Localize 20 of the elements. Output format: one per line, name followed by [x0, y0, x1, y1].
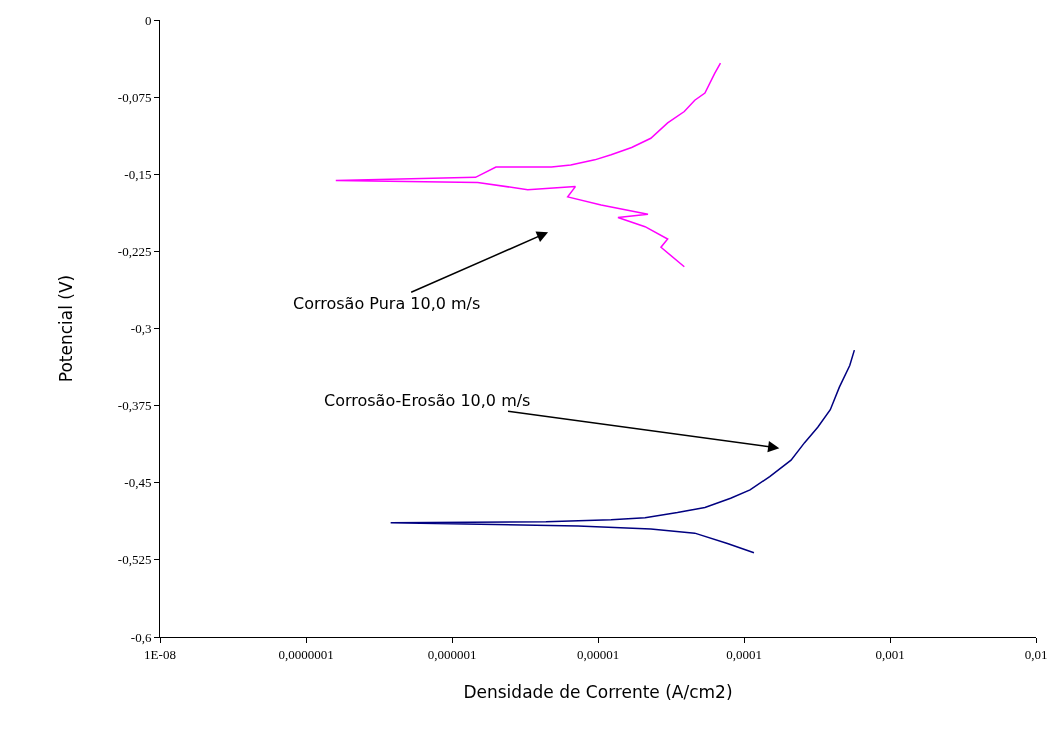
x-tick-label: 0,0001 [726, 646, 762, 662]
y-tick-label: -0,6 [130, 629, 152, 645]
y-tick-label: 0 [144, 12, 152, 28]
annotation: Corrosão-Erosão 10,0 m/s [324, 391, 531, 410]
x-tick-label: 0,00001 [576, 646, 620, 662]
x-tick-label: 0,001 [875, 646, 905, 662]
x-axis-title: Densidade de Corrente (A/cm2) [463, 682, 733, 702]
y-tick-label: -0,3 [130, 321, 152, 337]
y-tick-label: -0,15 [124, 166, 152, 182]
y-tick-label: -0,225 [117, 243, 152, 259]
annotation: Corrosão Pura 10,0 m/s [293, 294, 481, 313]
x-tick-label: 0,01 [1024, 646, 1048, 662]
y-axis-title: Potencial (V) [56, 274, 77, 383]
y-tick-label: -0,375 [117, 398, 152, 414]
y-tick-label: -0,45 [124, 475, 152, 491]
y-tick-label: -0,075 [117, 89, 152, 105]
x-tick-label: 0,000001 [427, 646, 477, 662]
x-tick-label: 1E-08 [144, 646, 176, 662]
x-tick-label: 0,0000001 [278, 646, 334, 662]
y-tick-label: -0,525 [117, 552, 152, 568]
